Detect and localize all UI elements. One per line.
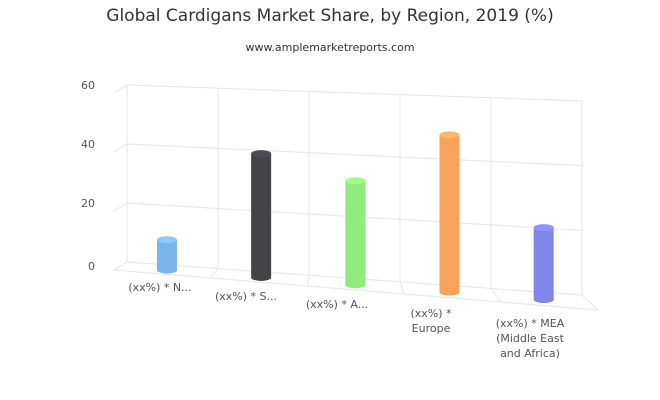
floor-gridline xyxy=(210,268,219,279)
chart-subtitle: www.amplemarketreports.com xyxy=(245,41,415,54)
gridline xyxy=(126,143,583,167)
side-gridline xyxy=(113,143,128,153)
x-tick-label: (xx%) * A... xyxy=(306,298,368,311)
x-tick-label: (xx%) * MEA (Middle East and Africa) xyxy=(496,317,565,360)
floor-gridline xyxy=(307,275,310,287)
y-tick-label: 20 xyxy=(81,197,95,210)
x-tick-label: (xx%) * Europe xyxy=(410,307,452,335)
bar xyxy=(251,153,272,281)
bar xyxy=(156,239,177,274)
bar-top xyxy=(156,236,177,244)
bar-top xyxy=(251,150,272,158)
y-tick-label: 40 xyxy=(81,138,95,151)
floor-gridline xyxy=(490,288,502,303)
y-tick-label: 60 xyxy=(81,79,95,92)
bar-top xyxy=(439,131,460,139)
floor-gridline xyxy=(399,281,405,295)
bar xyxy=(439,134,460,296)
side-gridline xyxy=(113,202,128,212)
bar xyxy=(533,227,554,304)
bar-top xyxy=(533,224,554,232)
y-tick-label: 0 xyxy=(88,260,95,273)
floor-gridline xyxy=(581,294,599,311)
gridline xyxy=(126,84,583,102)
x-tick-label: (xx%) * N... xyxy=(128,281,191,294)
floor-gridline xyxy=(113,261,128,271)
floor-edge xyxy=(113,269,599,311)
side-gridline xyxy=(113,84,128,94)
x-tick-label: (xx%) * S... xyxy=(215,290,277,303)
bar xyxy=(345,180,366,289)
chart-title: Global Cardigans Market Share, by Region… xyxy=(106,6,554,26)
bar-top xyxy=(345,177,366,185)
